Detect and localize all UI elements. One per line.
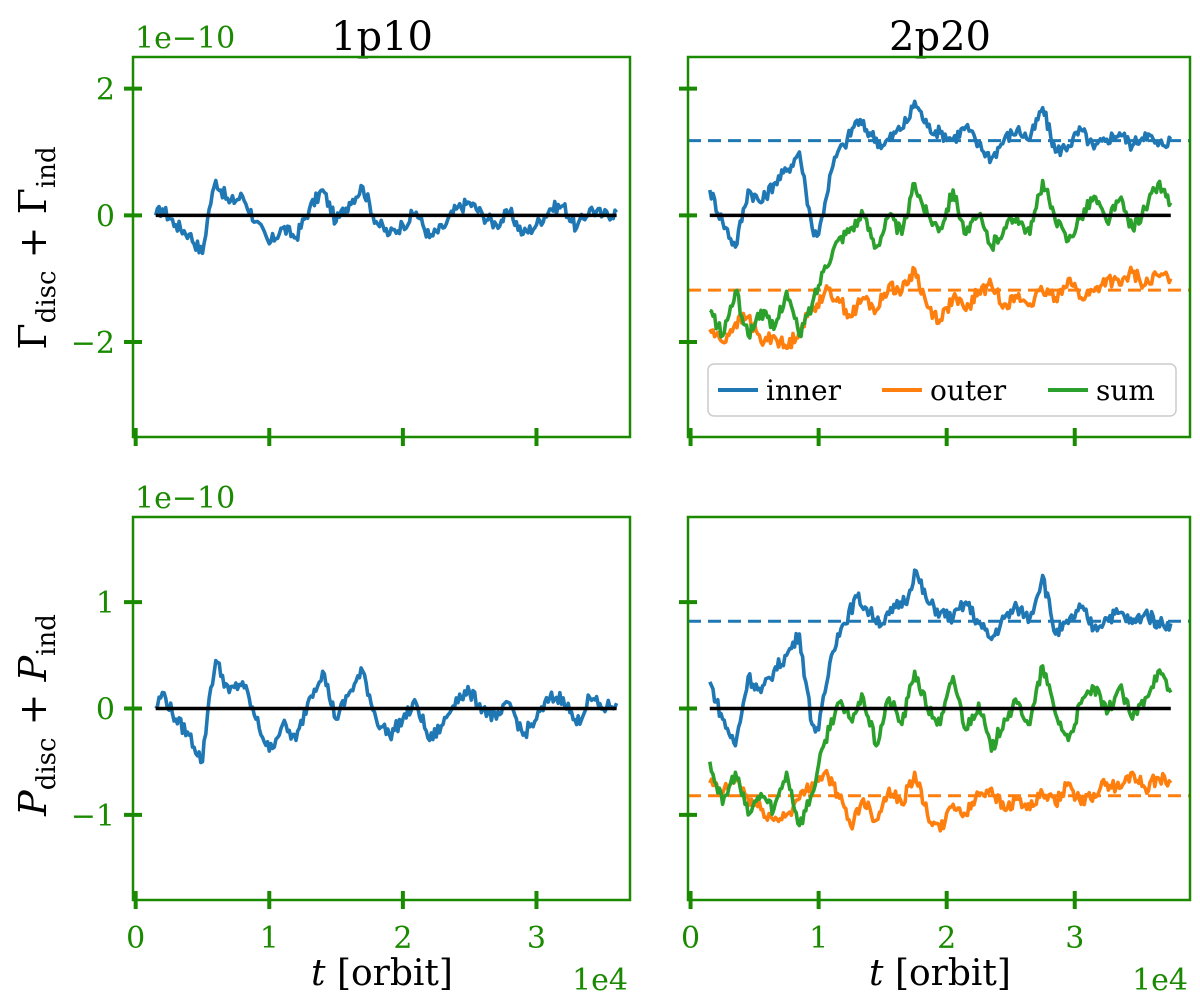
y-tick-label-0-bottom-left: 0 xyxy=(96,693,115,728)
ylabel-p-sub1: disc xyxy=(32,737,62,790)
xlabel-left-t: t xyxy=(311,953,326,994)
y-multiplier-bottom: 1e−10 xyxy=(135,481,235,516)
y-tick-label-1-bottom-left: 1 xyxy=(96,586,115,621)
axes-frame-top-left xyxy=(131,55,632,439)
xlabel-left-rest: [orbit] xyxy=(326,953,453,994)
ylabel-gamma-sub1: disc xyxy=(32,270,62,323)
panel-top-right xyxy=(679,55,1192,446)
ylabel-p: Pdisc + Pind xyxy=(11,614,62,817)
ylabel-p-main2: P xyxy=(11,654,55,682)
panel-bottom-right: 0 1 2 3 xyxy=(679,515,1192,956)
plot-area-top-left xyxy=(153,178,619,256)
panel-top-left: −2 0 2 xyxy=(71,55,632,446)
y-tick-label--2-top-left: −2 xyxy=(71,326,115,361)
x-tick-label-3-bottom-left: 3 xyxy=(527,921,546,956)
svg-text:Γdisc + Γind: Γdisc + Γind xyxy=(11,146,62,349)
series-inner-line-bottom-left xyxy=(154,658,619,765)
ylabel-gamma: Γdisc + Γind xyxy=(11,146,62,349)
x-tick-label-2-bottom-right: 2 xyxy=(937,921,956,956)
series-sum-line-top-right xyxy=(708,178,1173,340)
xlabel-right: t [orbit] xyxy=(869,953,1011,994)
x-tick-label-0-bottom-left: 0 xyxy=(126,921,145,956)
xlabel-right-rest: [orbit] xyxy=(884,953,1011,994)
y-tick-label--1-bottom-left: −1 xyxy=(71,799,115,834)
ylabel-gamma-main2: Γ xyxy=(11,188,55,214)
x-multiplier-right: 1e4 xyxy=(1132,963,1188,998)
ylabel-p-main: P xyxy=(11,789,55,817)
series-inner-line-top-right xyxy=(708,99,1173,249)
x-tick-label-3-bottom-right: 3 xyxy=(1065,921,1084,956)
legend-sum-label: sum xyxy=(1096,374,1155,407)
series-inner-line-bottom-right xyxy=(708,568,1173,748)
series-sum-line-bottom-right xyxy=(708,664,1173,828)
x-tick-label-0-bottom-right: 0 xyxy=(681,921,700,956)
plot-area-bottom-left xyxy=(154,658,619,765)
legend-box xyxy=(707,363,1177,417)
plot-area-bottom-right xyxy=(688,568,1190,833)
panel-bottom-left: 0 1 2 3 −1 0 1 xyxy=(71,515,632,956)
x-multiplier-left: 1e4 xyxy=(572,963,628,998)
legend-outer-label: outer xyxy=(930,374,1007,407)
legend: inner outer sum xyxy=(707,363,1177,417)
ylabel-gamma-main: Γ xyxy=(11,323,55,349)
xlabel-left: t [orbit] xyxy=(311,953,453,994)
series-inner-line-top-left xyxy=(153,178,619,256)
ylabel-p-sub2: ind xyxy=(32,614,62,656)
y-multiplier-top: 1e−10 xyxy=(135,21,235,56)
axes-frame-top-right xyxy=(686,55,1192,439)
series-outer-line-bottom-right xyxy=(708,768,1173,833)
x-tick-label-2-bottom-left: 2 xyxy=(393,921,412,956)
x-tick-label-1-bottom-left: 1 xyxy=(260,921,279,956)
x-tick-label-1-bottom-right: 1 xyxy=(809,921,828,956)
y-tick-label-0-top-left: 0 xyxy=(96,199,115,234)
legend-inner-label: inner xyxy=(766,374,842,407)
xlabel-right-t: t xyxy=(869,953,884,994)
svg-text:Pdisc + Pind: Pdisc + Pind xyxy=(11,614,62,817)
plot-area-top-right xyxy=(688,99,1190,351)
y-tick-label-2-top-left: 2 xyxy=(96,73,115,108)
title-2p20: 2p20 xyxy=(889,14,991,60)
title-1p10: 1p10 xyxy=(331,14,433,60)
ylabel-gamma-sub2: ind xyxy=(32,146,62,188)
